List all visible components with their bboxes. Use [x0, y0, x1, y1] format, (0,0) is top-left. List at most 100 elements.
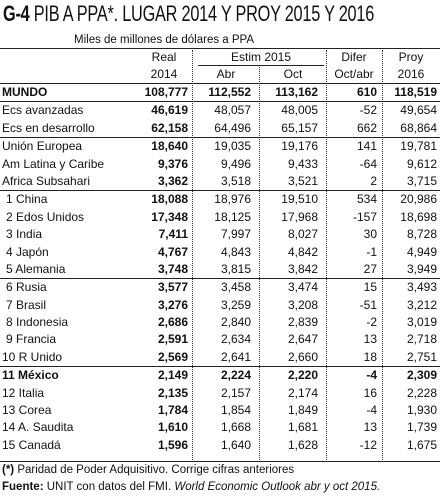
section-rule	[0, 137, 440, 139]
cell-oct: 2,647	[287, 332, 318, 347]
table-row: 5 Alemania 3,748 3,815 3,842 27 3,949	[0, 261, 440, 278]
header-top-rule	[0, 48, 440, 49]
row-name: 5 Alemania	[6, 261, 66, 276]
cell-oct: 113,162	[275, 85, 318, 99]
row-name: 11 México	[2, 368, 59, 383]
cell-abr: 19,035	[214, 139, 251, 154]
cell-real: 108,777	[144, 85, 188, 99]
header-proy: Proy	[398, 50, 424, 64]
row-name: 12 Italia	[2, 385, 45, 400]
cell-abr: 9,496	[220, 156, 251, 171]
cell-difer: -2	[366, 315, 377, 330]
section-rule	[0, 190, 440, 192]
cell-proy: 2,751	[406, 349, 437, 364]
cell-oct: 17,968	[281, 209, 318, 224]
row-name: 7 Brasil	[6, 297, 47, 312]
cell-proy: 118,519	[394, 85, 437, 99]
header-real-year: 2014	[150, 67, 178, 81]
row-name: 9 Francia	[6, 332, 57, 347]
cell-proy: 3,493	[406, 280, 437, 295]
cell-proy: 1,675	[406, 437, 437, 452]
cell-abr: 1,668	[220, 420, 251, 435]
cell-proy: 3,949	[406, 261, 437, 276]
cell-proy: 1,930	[406, 403, 437, 418]
cell-real: 1,610	[157, 420, 188, 435]
section-rule	[0, 366, 440, 368]
row-name: 4 Japón	[6, 244, 49, 259]
row-name: Africa Subsahari	[2, 173, 91, 188]
row-name: 14 A. Saudita	[2, 420, 74, 435]
cell-oct: 3,474	[287, 280, 318, 295]
separator	[192, 50, 193, 460]
header-estim: Estim 2015	[230, 50, 292, 64]
table-row: Unión Europea 18,640 19,035 19,176 141 19,781	[0, 138, 440, 155]
cell-real: 46,619	[151, 103, 188, 118]
cell-difer: 141	[356, 139, 377, 154]
row-name: 8 Indonesia	[6, 315, 69, 330]
cell-proy: 3,212	[406, 297, 437, 312]
cell-proy: 20,986	[400, 192, 437, 207]
header-real: Real	[151, 50, 177, 64]
table-row: 14 A. Saudita 1,610 1,668 1,681 13 1,739	[0, 419, 440, 436]
cell-abr: 1,854	[220, 403, 251, 418]
cell-real: 4,767	[157, 244, 188, 259]
cell-real: 2,149	[157, 368, 188, 383]
cell-abr: 48,057	[214, 103, 251, 118]
cell-oct: 9,433	[287, 156, 318, 171]
cell-proy: 2,309	[406, 368, 437, 383]
cell-difer: 13	[363, 420, 377, 435]
header-bottom-rule	[0, 83, 440, 84]
cell-real: 2,569	[157, 349, 188, 364]
cell-difer: 534	[356, 192, 377, 207]
source-label: Fuente:	[2, 481, 44, 493]
cell-proy: 18,698	[400, 209, 437, 224]
cell-abr: 2,641	[220, 349, 251, 364]
table-row: 1 China 18,088 18,976 19,510 534 20,986	[0, 191, 440, 208]
row-name: 15 Canadá	[2, 437, 61, 452]
cell-abr: 112,552	[208, 85, 251, 99]
cell-real: 3,577	[157, 280, 188, 295]
cell-proy: 3,019	[406, 315, 437, 330]
row-name: 1 China	[6, 192, 48, 207]
cell-abr: 18,125	[214, 209, 251, 224]
footnote: (*) Paridad de Poder Adquisitivo. Corrig…	[2, 462, 294, 478]
cell-real: 2,135	[157, 385, 188, 400]
cell-real: 17,348	[151, 209, 188, 224]
table-row: Ecs avanzadas 46,619 48,057 48,005 -52 49,654	[0, 102, 440, 119]
table-row: 10 R Unido 2,569 2,641 2,660 18 2,751	[0, 349, 440, 366]
cell-difer: -12	[359, 437, 377, 452]
cell-real: 3,276	[157, 297, 188, 312]
cell-difer: 16	[363, 385, 377, 400]
row-name: 10 R Unido	[2, 349, 63, 364]
page-title: G-4 PIB A PPA*. LUGAR 2014 Y PROY 2015 Y…	[3, 0, 374, 28]
source-line: Fuente: UNIT con datos del FMI. World Ec…	[2, 479, 380, 495]
cell-real: 7,411	[158, 227, 188, 242]
row-name: Ecs en desarrollo	[2, 120, 95, 135]
cell-difer: -51	[359, 297, 377, 312]
table-row: 2 Edos Unidos 17,348 18,125 17,968 -157 18,69…	[0, 209, 440, 226]
cell-difer: 15	[363, 280, 377, 295]
table-row: 13 Corea 1,784 1,854 1,849 -4 1,930	[0, 402, 440, 419]
cell-abr: 3,518	[220, 173, 251, 188]
footnote-mark: (*)	[2, 464, 15, 476]
cell-oct: 3,842	[287, 261, 318, 276]
table-row: 11 México 2,149 2,224 2,220 -4 2,309	[0, 367, 440, 384]
cell-proy: 9,612	[406, 156, 437, 171]
cell-abr: 2,634	[220, 332, 251, 347]
cell-proy: 8,728	[406, 227, 437, 242]
cell-proy: 19,781	[400, 139, 437, 154]
cell-oct: 1,849	[287, 403, 318, 418]
cell-real: 2,591	[157, 332, 188, 347]
data-table: MUNDO 108,777 112,552 113,162 610 118,519 Ecs …	[0, 84, 440, 454]
row-name: 6 Rusia	[6, 280, 47, 295]
row-name: 2 Edos Unidos	[6, 209, 85, 224]
cell-oct: 48,005	[281, 103, 318, 118]
cell-oct: 3,208	[287, 297, 318, 312]
cell-abr: 2,840	[220, 315, 251, 330]
cell-difer: -52	[359, 103, 377, 118]
cell-abr: 2,224	[220, 368, 251, 383]
cell-oct: 1,628	[287, 437, 318, 452]
cell-real: 2,686	[157, 315, 188, 330]
cell-oct: 19,510	[281, 192, 318, 207]
cell-real: 18,088	[151, 192, 188, 207]
